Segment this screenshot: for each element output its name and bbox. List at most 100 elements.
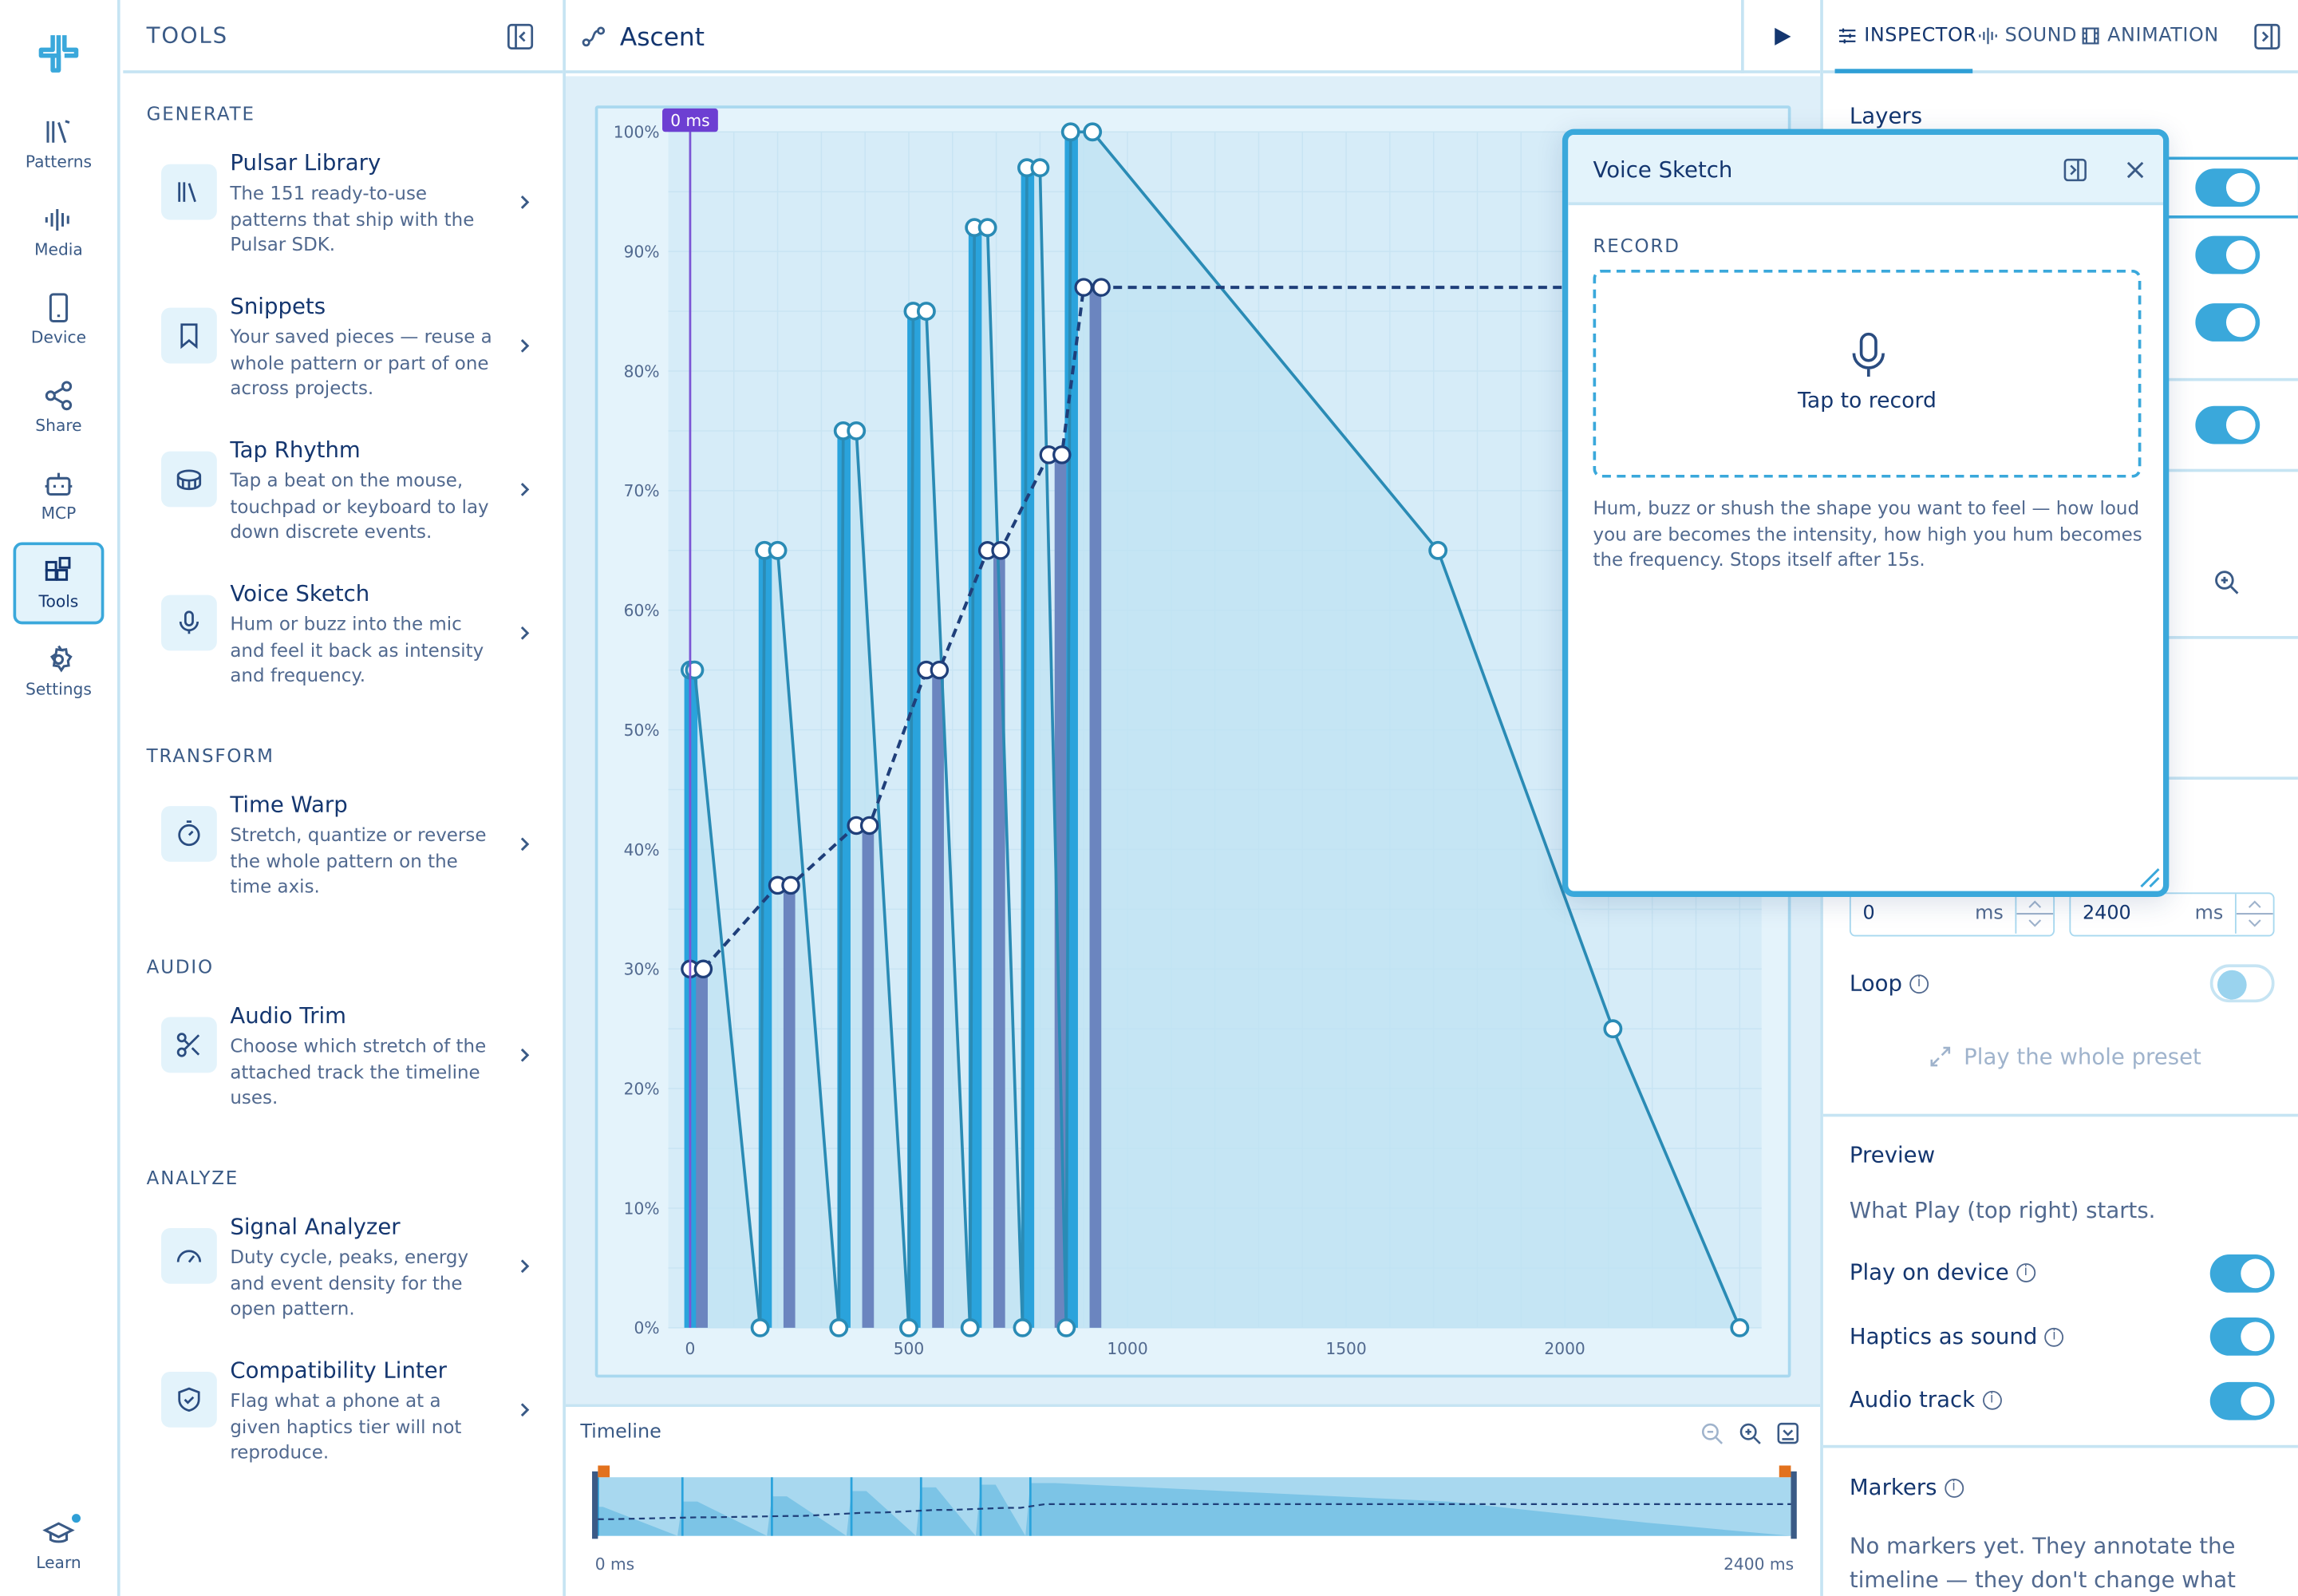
tool-name: Signal Analyzer (230, 1213, 401, 1240)
collapse-timeline-icon[interactable] (1776, 1421, 1799, 1444)
nav-rail: Patterns Media Device Share MCP Tools Se… (0, 0, 120, 1596)
section-transform: TRANSFORM (146, 744, 274, 767)
stepper-icon[interactable] (2234, 894, 2273, 934)
loop-label: Loop (1849, 970, 1903, 997)
microphone-icon (1852, 332, 1885, 377)
section-audio: AUDIO (146, 955, 214, 978)
film-icon (2082, 27, 2099, 45)
rail-item-device[interactable]: Device (14, 279, 105, 361)
timeline-overview[interactable] (589, 1465, 1799, 1545)
tab-animation[interactable]: ANIMATION (2081, 25, 2219, 47)
zoom-out-icon[interactable] (1700, 1421, 1724, 1444)
range-end-value: 2400 (2082, 903, 2131, 925)
expand-icon (1930, 1046, 1951, 1067)
grid-tools-icon (45, 556, 71, 581)
play-button[interactable] (1740, 0, 1820, 73)
rail-item-label: MCP (41, 504, 77, 523)
y-tick-label: 50% (624, 721, 660, 740)
audio-track-toggle[interactable] (2209, 1381, 2275, 1420)
rail-item-label: Device (30, 328, 87, 348)
frequency-point (1074, 278, 1093, 297)
library-icon (161, 164, 217, 220)
preview-description: What Play (top right) starts. (1849, 1197, 2156, 1224)
tab-label: ANIMATION (2107, 25, 2219, 47)
range-start-input[interactable]: 0 ms (1849, 892, 2055, 937)
tool-description: Tap a beat on the mouse, touchpad or key… (230, 468, 489, 543)
info-icon[interactable]: i (1982, 1389, 2002, 1409)
rail-item-tools[interactable]: Tools (13, 542, 105, 625)
intensity-point (960, 1317, 980, 1337)
play-on-device-toggle[interactable] (2209, 1254, 2275, 1293)
tool-name: Audio Trim (230, 1002, 347, 1029)
rail-item-learn[interactable]: Learn (14, 1503, 105, 1586)
collapse-panel-icon[interactable] (2254, 23, 2280, 49)
info-icon[interactable]: i (1944, 1478, 1964, 1497)
rail-item-share[interactable]: Share (14, 366, 105, 448)
zoom-in-icon[interactable] (2213, 569, 2239, 595)
play-icon (1775, 27, 1791, 45)
layer-toggle-3[interactable] (2195, 303, 2260, 342)
tool-description: Stretch, quantize or reverse the whole p… (230, 824, 487, 897)
library-icon (46, 120, 70, 144)
record-label: Tap to record (1798, 389, 1937, 413)
timeline-panel: Timeline 0 ms 2400 ms (565, 1404, 1821, 1596)
stopwatch-icon (161, 806, 217, 862)
layer-toggle-2[interactable] (2195, 235, 2260, 275)
rail-item-settings[interactable]: Settings (14, 630, 105, 713)
haptics-as-sound-toggle[interactable] (2209, 1317, 2275, 1356)
pattern-title[interactable]: Ascent (619, 23, 705, 53)
tools-panel-header: TOOLS (123, 0, 563, 73)
info-icon[interactable]: i (2044, 1326, 2064, 1346)
range-end-input[interactable]: 2400 ms (2069, 892, 2275, 937)
resize-handle-icon[interactable] (2134, 862, 2160, 888)
voice-sketch-description: Hum, buzz or shush the shape you want to… (1593, 496, 2142, 571)
playhead-label: 0 ms (670, 111, 709, 130)
chevron-right-icon (520, 837, 530, 851)
frequency-bar (1054, 454, 1067, 1328)
collapse-panel-icon[interactable] (507, 23, 534, 49)
curve-icon (582, 26, 606, 47)
frequency-point (1052, 445, 1072, 464)
divider (1822, 1113, 2298, 1117)
drum-icon (161, 451, 217, 508)
record-button[interactable]: Tap to record (1593, 269, 2142, 478)
tab-label: SOUND (2004, 25, 2078, 47)
microphone-icon (161, 595, 217, 651)
tab-sound[interactable]: SOUND (1979, 25, 2077, 47)
range-handle-end (1791, 1471, 1797, 1539)
playhead-flag (662, 108, 718, 132)
record-section-label: RECORD (1593, 234, 1680, 257)
intensity-point (1428, 540, 1448, 560)
rail-item-mcp[interactable]: MCP (14, 454, 105, 536)
rail-item-label: Patterns (25, 152, 93, 172)
rail-item-patterns[interactable]: Patterns (14, 103, 105, 185)
intensity-point (1730, 1317, 1750, 1337)
frequency-bar (1089, 287, 1102, 1328)
timeline-start-label: 0 ms (594, 1555, 635, 1574)
chevron-right-icon (520, 339, 530, 353)
close-icon[interactable] (2125, 160, 2146, 180)
layer-toggle-1[interactable] (2195, 168, 2260, 207)
stepper-icon[interactable] (2015, 894, 2054, 934)
play-whole-preset-button[interactable]: Play the whole preset (1929, 1044, 2201, 1070)
info-icon[interactable]: i (1909, 974, 1929, 994)
rail-item-label: Tools (38, 591, 79, 611)
waveform-icon (45, 209, 69, 231)
x-tick-label: 2000 (1544, 1339, 1585, 1358)
rail-item-label: Learn (36, 1553, 81, 1573)
dock-panel-icon[interactable] (2063, 158, 2087, 182)
rail-item-media[interactable]: Media (14, 191, 105, 273)
layer-toggle-4[interactable] (2195, 405, 2260, 444)
graduation-cap-icon (42, 1522, 75, 1543)
zoom-in-icon[interactable] (1738, 1421, 1761, 1444)
chevron-right-icon (520, 1048, 530, 1062)
robot-icon (45, 472, 73, 496)
chevron-right-icon (520, 196, 530, 209)
tab-inspector[interactable]: INSPECTOR (1838, 25, 1976, 47)
info-icon[interactable]: i (2016, 1262, 2035, 1282)
tab-label: INSPECTOR (1864, 25, 1977, 47)
loop-toggle[interactable] (2209, 964, 2275, 1003)
frequency-bar (696, 969, 708, 1328)
preview-toggle-label: Play on device (1849, 1258, 2009, 1286)
